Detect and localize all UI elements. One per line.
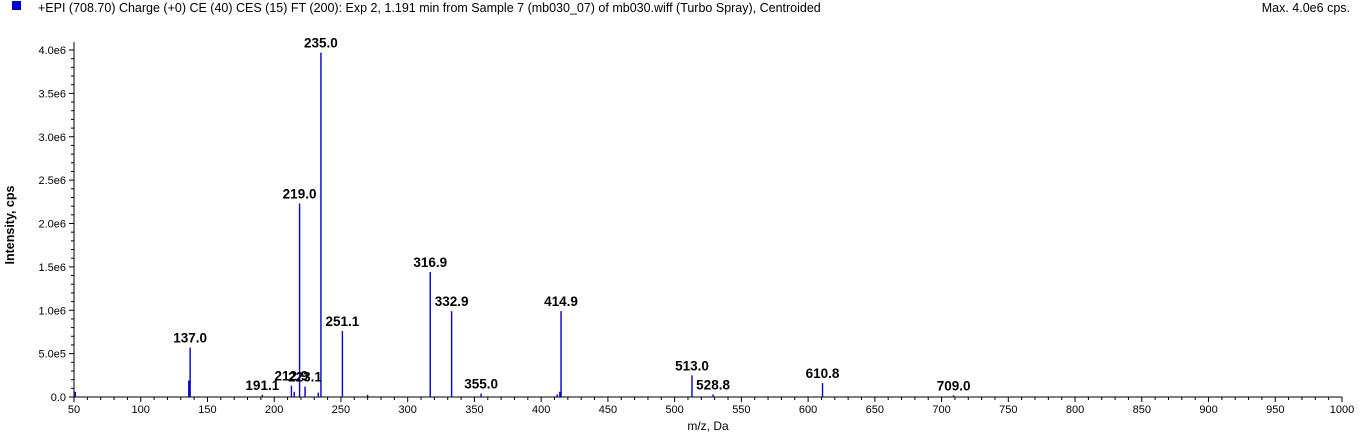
y-tick-label: 0.0 [51, 392, 66, 404]
peak-label: 212.9 [275, 369, 309, 384]
x-tick-label: 300 [399, 404, 417, 416]
x-tick-label: 800 [1066, 404, 1084, 416]
x-tick-label: 600 [799, 404, 817, 416]
y-tick-label: 2.5e6 [38, 175, 66, 187]
x-tick-label: 50 [68, 404, 80, 416]
x-tick-label: 950 [1266, 404, 1284, 416]
peak-label: 223.1 [288, 370, 322, 385]
y-tick-label: 3.0e6 [38, 132, 66, 144]
x-tick-label: 700 [932, 404, 950, 416]
x-tick-label: 550 [732, 404, 750, 416]
peak-label: 332.9 [435, 294, 469, 309]
spectrum-title: +EPI (708.70) Charge (+0) CE (40) CES (1… [38, 1, 821, 15]
x-tick-label: 500 [665, 404, 683, 416]
peak-label: 137.0 [173, 331, 207, 346]
peak-label: 414.9 [544, 294, 578, 309]
x-tick-label: 350 [465, 404, 483, 416]
peak-label: 316.9 [413, 255, 447, 270]
peak-label: 610.8 [806, 366, 840, 381]
peak-label: 191.1 [245, 378, 279, 393]
y-tick-label: 2.0e6 [38, 219, 66, 231]
x-tick-label: 150 [198, 404, 216, 416]
x-tick-label: 400 [532, 404, 550, 416]
peak-label: 219.0 [283, 187, 317, 202]
x-tick-label: 100 [132, 404, 150, 416]
y-tick-label: 5.0e5 [38, 349, 66, 361]
x-tick-label: 750 [999, 404, 1017, 416]
peak-label: 513.0 [675, 358, 709, 373]
y-tick-label: 3.5e6 [38, 88, 66, 100]
max-intensity-label: Max. 4.0e6 cps. [1262, 1, 1350, 15]
peak-label: 251.1 [326, 314, 360, 329]
axes: 50 100 150 200 250 300 350 400 450 500 550 600 650 70… [38, 42, 1354, 416]
y-tick-label: 4.0e6 [38, 45, 66, 57]
x-tick-label: 450 [599, 404, 617, 416]
x-tick-label: 250 [332, 404, 350, 416]
y-axis-label: Intensity, cps [3, 185, 17, 264]
y-tick-label: 1.0e6 [38, 305, 66, 317]
x-tick-label: 850 [1133, 404, 1151, 416]
peak-label: 235.0 [304, 36, 338, 51]
peaks [74, 52, 955, 397]
peak-label: 528.8 [696, 377, 730, 392]
peak-label: 709.0 [937, 378, 971, 393]
x-tick-label: 650 [866, 404, 884, 416]
series-color-swatch [12, 1, 21, 10]
y-tick-label: 1.5e6 [38, 262, 66, 274]
peak-label: 355.0 [464, 377, 498, 392]
x-tick-label: 900 [1199, 404, 1217, 416]
x-axis-label: m/z, Da [687, 419, 729, 433]
x-tick-label: 1000 [1330, 404, 1354, 416]
x-tick-label: 200 [265, 404, 283, 416]
